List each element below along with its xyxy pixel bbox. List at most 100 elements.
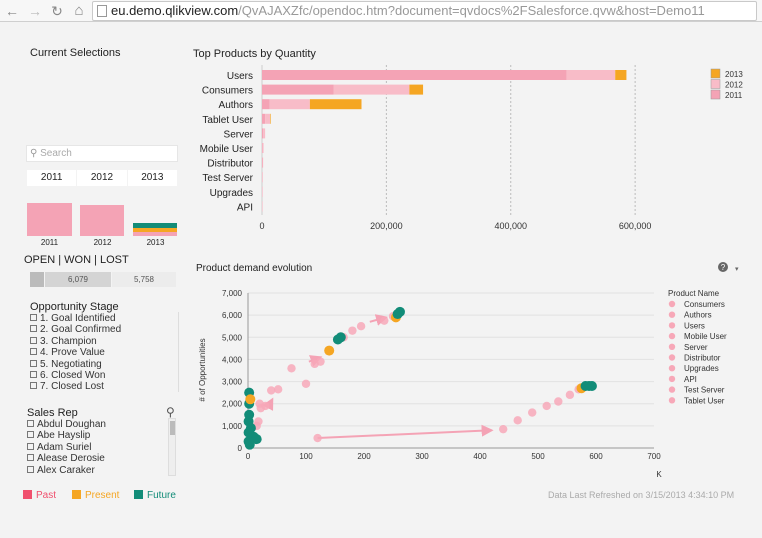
checkbox-icon[interactable]: [30, 359, 37, 367]
scatter-point-past: [255, 399, 264, 408]
forward-icon[interactable]: →: [28, 3, 42, 19]
scatter-legend-marker: [668, 300, 676, 308]
scatter-x-tick-label: 100: [299, 452, 313, 461]
scatter-x-tick-label: 200: [357, 452, 371, 461]
year-2013-button[interactable]: 2013: [127, 170, 177, 186]
chevron-down-icon: ▾: [735, 266, 739, 273]
scatter-legend-label: Consumers: [684, 300, 725, 309]
sales-rep-search-icon[interactable]: ⚲: [166, 405, 175, 419]
scatter-point-present: [245, 394, 256, 405]
stage-item[interactable]: 3. Champion: [30, 336, 97, 347]
scatter-legend-label: Server: [684, 343, 708, 352]
bar-segment-2012: [262, 172, 263, 183]
stage-item[interactable]: 2. Goal Confirmed: [30, 324, 121, 335]
checkbox-icon[interactable]: [30, 325, 37, 333]
scatter-y-tick-label: 4,000: [222, 355, 243, 364]
sales-rep-item[interactable]: Adam Suriel: [27, 442, 91, 453]
year-bar-2012[interactable]: [80, 205, 124, 236]
year-filter: 2011 2012 2013: [27, 170, 177, 186]
scatter-legend-title: Product Name: [668, 289, 720, 298]
sales-rep-item[interactable]: Abdul Doughan: [27, 419, 106, 430]
scatter-point-past: [254, 417, 263, 426]
scatter-y-tick-label: 0: [238, 444, 243, 453]
sales-rep-item[interactable]: Abe Hayslip: [27, 430, 90, 441]
help-icon-glyph: ?: [721, 263, 726, 272]
scatter-x-tick-label: 0: [246, 452, 251, 461]
scatter-legend-marker: [668, 365, 676, 372]
bar-legend-label: 2011: [725, 91, 743, 100]
bar-category-label: Test Server: [202, 173, 253, 184]
sales-rep-scrollbar[interactable]: [168, 418, 176, 476]
scatter-point-past: [348, 326, 357, 335]
checkbox-icon[interactable]: [27, 454, 34, 462]
checkbox-icon[interactable]: [27, 431, 34, 439]
year-bar-2013[interactable]: [133, 223, 177, 236]
home-icon[interactable]: ⌂: [74, 2, 84, 19]
stage-label: 3. Champion: [40, 335, 97, 347]
year-bar-label-2012: 2012: [93, 238, 112, 247]
scatter-point-past: [313, 433, 322, 443]
search-input[interactable]: ⚲ Search: [26, 145, 178, 162]
scatter-y-tick-label: 7,000: [222, 289, 243, 298]
sales-rep-item[interactable]: Alease Derosie: [27, 453, 105, 464]
checkbox-icon[interactable]: [30, 371, 37, 378]
checkbox-icon[interactable]: [27, 420, 34, 427]
sales-rep-label: Abe Hayslip: [37, 430, 91, 442]
legend-future-label: Future: [147, 490, 176, 501]
bar-category-label: Authors: [219, 100, 253, 111]
scatter-point-past: [287, 364, 296, 373]
stage-item[interactable]: 1. Goal Identified: [30, 313, 116, 324]
won-bar[interactable]: 6,079: [45, 272, 111, 287]
legend-present: Present: [72, 490, 119, 501]
scatter-legend-marker: [668, 322, 676, 329]
checkbox-icon[interactable]: [27, 442, 34, 450]
checkbox-icon[interactable]: [27, 465, 34, 473]
year-2011-button[interactable]: 2011: [27, 170, 77, 186]
bar-segment-2012: [262, 201, 263, 212]
scatter-point-past: [565, 390, 575, 400]
lost-bar[interactable]: 5,758: [112, 272, 176, 287]
sales-rep-item[interactable]: Alex Caraker: [27, 465, 95, 476]
scatter-point-future: [335, 332, 346, 343]
year-2012-button[interactable]: 2012: [77, 170, 127, 186]
stage-label: 2. Goal Confirmed: [40, 324, 122, 336]
checkbox-icon[interactable]: [30, 382, 37, 390]
address-bar[interactable]: eu.demo.qlikview.com/QvAJAXZfc/opendoc.h…: [92, 1, 757, 21]
stage-label: 4. Prove Value: [40, 347, 105, 359]
bar-category-label: Consumers: [202, 86, 253, 97]
bar-segment-2013: [270, 113, 271, 124]
open-won-lost-title: OPEN | WON | LOST: [24, 254, 129, 266]
year-bar-2011[interactable]: [27, 203, 72, 236]
scatter-legend-marker: [668, 375, 676, 383]
scatter-x-tick-label: 400: [473, 452, 487, 461]
reload-icon[interactable]: ↻: [51, 3, 63, 19]
scatter-arrow: [262, 397, 274, 411]
bar-segment-2012: [269, 99, 310, 110]
bar-segment-2012: [265, 113, 271, 124]
bar-category-label: Distributor: [207, 159, 253, 170]
checkbox-icon[interactable]: [30, 314, 37, 321]
bar-segment-2013: [409, 84, 424, 95]
scatter-point-past: [380, 316, 389, 325]
scatter-legend-label: Tablet User: [684, 396, 725, 405]
stage-item[interactable]: 7. Closed Lost: [30, 381, 104, 392]
checkbox-icon[interactable]: [30, 336, 37, 344]
scatter-point-past: [267, 386, 276, 395]
scatter-y-tick-label: 3,000: [222, 378, 243, 387]
stage-item[interactable]: 5. Negotiating: [30, 359, 102, 370]
scroll-thumb[interactable]: [170, 421, 175, 435]
year-bar-2013-present: [133, 228, 177, 232]
stage-item[interactable]: 6. Closed Won: [30, 370, 105, 381]
stage-item[interactable]: 4. Prove Value: [30, 347, 105, 358]
bar-segment-2011: [262, 84, 334, 95]
scatter-x-tick-label: 600: [589, 452, 603, 461]
sales-rep-label: Abdul Doughan: [37, 419, 106, 430]
checkbox-icon[interactable]: [30, 348, 37, 356]
bar-x-tick-label: 200,000: [370, 221, 403, 231]
scatter-legend-label: Upgrades: [684, 364, 719, 373]
back-icon[interactable]: ←: [5, 3, 19, 19]
scatter-y-tick-label: 2,000: [222, 400, 243, 409]
open-bar[interactable]: [30, 272, 44, 287]
bar-x-tick-label: 400,000: [494, 221, 527, 231]
